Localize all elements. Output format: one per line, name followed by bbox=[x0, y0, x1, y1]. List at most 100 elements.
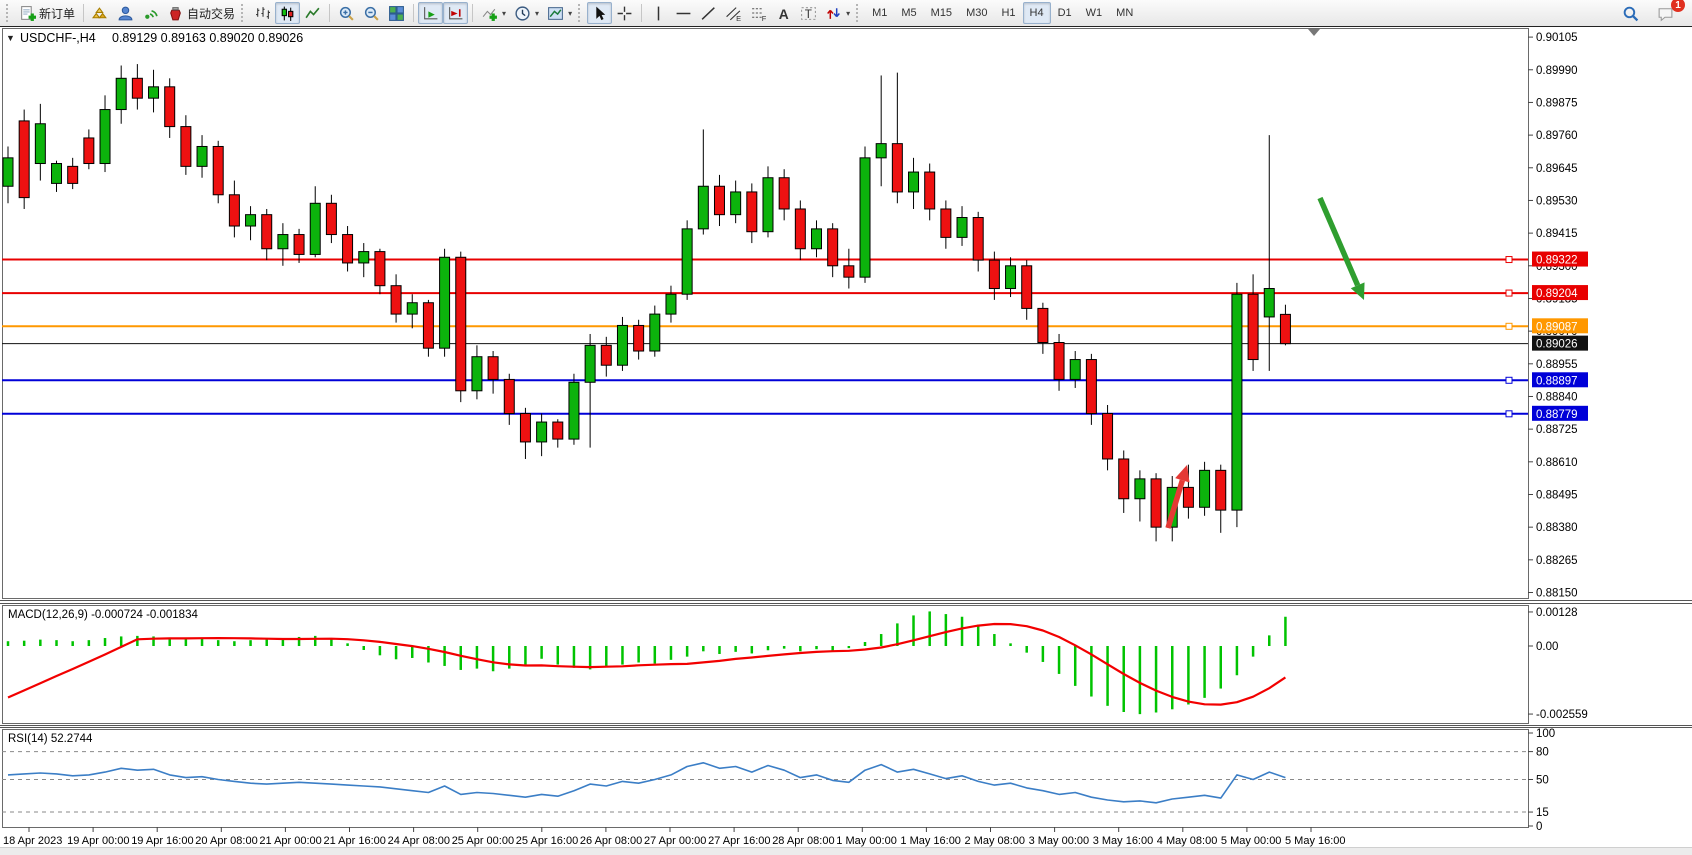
rsi-axis-label: 0 bbox=[1536, 821, 1542, 833]
price-tag bbox=[1532, 335, 1588, 351]
level-line-handle[interactable] bbox=[1505, 322, 1513, 330]
bearish-candle bbox=[519, 413, 531, 443]
bearish-candle bbox=[1182, 486, 1194, 508]
bearish-candle bbox=[827, 228, 839, 267]
level-line-handle[interactable] bbox=[1505, 289, 1513, 297]
bar-chart-button[interactable] bbox=[250, 2, 275, 24]
market-depth-button[interactable] bbox=[88, 2, 113, 24]
indicators-button[interactable]: ▾ bbox=[477, 2, 510, 24]
green-down-arrow-head[interactable] bbox=[1350, 282, 1365, 300]
bearish-candle bbox=[600, 344, 612, 366]
bullish-candle bbox=[1263, 288, 1275, 318]
crosshair-tool-button[interactable] bbox=[612, 2, 637, 24]
level-line-handle[interactable] bbox=[1505, 376, 1513, 384]
toolbar-grip[interactable] bbox=[578, 4, 583, 22]
bullish-candle bbox=[34, 123, 46, 165]
bearish-candle bbox=[1021, 265, 1033, 309]
zoom-in-button[interactable] bbox=[334, 2, 359, 24]
bullish-candle bbox=[859, 157, 871, 278]
timeframe-h1[interactable]: H1 bbox=[1001, 7, 1016, 19]
symbol-dropdown-icon[interactable]: ▼ bbox=[6, 33, 15, 43]
level-line-handle[interactable] bbox=[1505, 410, 1513, 418]
label-tool-button[interactable]: T bbox=[796, 2, 821, 24]
bearish-candle bbox=[83, 137, 95, 165]
window-bottom-edge bbox=[0, 847, 1692, 855]
price-axis-label: 0.88495 bbox=[1536, 489, 1578, 501]
timeframe-m30[interactable]: M30 bbox=[966, 7, 988, 19]
line-chart-button[interactable] bbox=[300, 2, 325, 24]
timeframe-m1[interactable]: M1 bbox=[872, 7, 888, 19]
bullish-candle bbox=[811, 228, 822, 250]
price-tag bbox=[1532, 405, 1588, 421]
cursor-tool-button[interactable] bbox=[587, 2, 613, 24]
arrows-tool-button[interactable]: ▾ bbox=[821, 2, 854, 24]
auto-scroll-icon bbox=[422, 5, 439, 22]
level-line-handle[interactable] bbox=[1505, 256, 1513, 264]
timeframe-m15[interactable]: M15 bbox=[930, 7, 953, 19]
price-tag bbox=[1532, 318, 1588, 334]
price-tag bbox=[1532, 372, 1588, 388]
timeframe-d1[interactable]: D1 bbox=[1057, 7, 1072, 19]
text-tool-button[interactable]: A bbox=[771, 2, 796, 24]
bullish-candle bbox=[536, 421, 548, 443]
main-chart-panel bbox=[2, 28, 1529, 599]
bullish-candle bbox=[358, 251, 370, 264]
autotrade-icon bbox=[167, 5, 184, 22]
chart-title-ohlc: 0.89129 0.89163 0.89020 0.89026 bbox=[112, 31, 303, 45]
toolbar-grip[interactable] bbox=[6, 4, 11, 22]
arrows-tool-icon bbox=[825, 5, 842, 22]
timeframe-mn[interactable]: MN bbox=[1116, 7, 1134, 19]
toolbar-grip[interactable] bbox=[856, 4, 861, 22]
price-axis-label: 0.89875 bbox=[1536, 97, 1578, 109]
profile-button[interactable] bbox=[113, 2, 138, 24]
chat-button[interactable]: 1 bbox=[1653, 0, 1685, 24]
tile-windows-icon bbox=[388, 5, 405, 22]
fibonacci-tool-button[interactable]: F bbox=[746, 2, 771, 24]
bearish-candle bbox=[293, 234, 305, 255]
tile-windows-button[interactable] bbox=[384, 2, 409, 24]
bullish-candle bbox=[115, 77, 127, 111]
autotrade-label: 自动交易 bbox=[187, 6, 236, 21]
rsi-line bbox=[7, 762, 1286, 804]
toolbar-separator bbox=[472, 4, 474, 22]
toolbar-separator bbox=[413, 4, 415, 22]
time-axis-label: 5 May 16:00 bbox=[1285, 835, 1346, 847]
channel-tool-button[interactable]: E bbox=[721, 2, 746, 24]
green-down-arrow[interactable] bbox=[1317, 196, 1361, 287]
profile-icon bbox=[117, 5, 134, 22]
auto-scroll-button[interactable] bbox=[418, 2, 444, 24]
chart-shift-marker[interactable] bbox=[1308, 29, 1320, 36]
svg-text:A: A bbox=[779, 5, 789, 21]
new-order-button[interactable]: 新订单 bbox=[15, 2, 79, 24]
timeframe-m5[interactable]: M5 bbox=[901, 7, 917, 19]
trendline-tool-button[interactable] bbox=[696, 2, 721, 24]
chart-shift-button[interactable] bbox=[443, 2, 469, 24]
macd-axis-label: 0.00 bbox=[1536, 641, 1558, 653]
search-button[interactable] bbox=[1618, 2, 1643, 24]
timeframe-h4[interactable]: H4 bbox=[1022, 2, 1051, 24]
bearish-candle bbox=[164, 86, 176, 128]
channel-icon: E bbox=[725, 5, 742, 22]
signals-button[interactable] bbox=[138, 2, 163, 24]
red-up-arrow-head[interactable] bbox=[1175, 465, 1190, 483]
svg-text:F: F bbox=[762, 13, 767, 21]
red-up-arrow[interactable] bbox=[1165, 479, 1186, 529]
horizontal-line-tool-button[interactable] bbox=[671, 2, 696, 24]
bearish-candle bbox=[1053, 342, 1065, 380]
timeframe-w1[interactable]: W1 bbox=[1085, 7, 1103, 19]
price-tag-label: 0.88897 bbox=[1536, 375, 1578, 387]
autotrade-button[interactable]: 自动交易 bbox=[163, 2, 239, 24]
toolbar-grip[interactable] bbox=[241, 4, 246, 22]
periods-button[interactable]: ▾ bbox=[510, 2, 543, 24]
zoom-out-button[interactable] bbox=[359, 2, 384, 24]
time-axis-label: 20 Apr 08:00 bbox=[195, 835, 257, 847]
bearish-candle bbox=[422, 302, 434, 349]
price-tag bbox=[1532, 285, 1588, 301]
price-axis-label: 0.89530 bbox=[1536, 195, 1578, 207]
vertical-line-tool-button[interactable] bbox=[646, 2, 671, 24]
bullish-candle bbox=[309, 202, 321, 255]
candlestick-chart-button[interactable] bbox=[275, 2, 301, 24]
bullish-candle bbox=[406, 302, 418, 315]
templates-button[interactable]: ▾ bbox=[543, 2, 576, 24]
zoom-in-icon bbox=[338, 5, 355, 22]
